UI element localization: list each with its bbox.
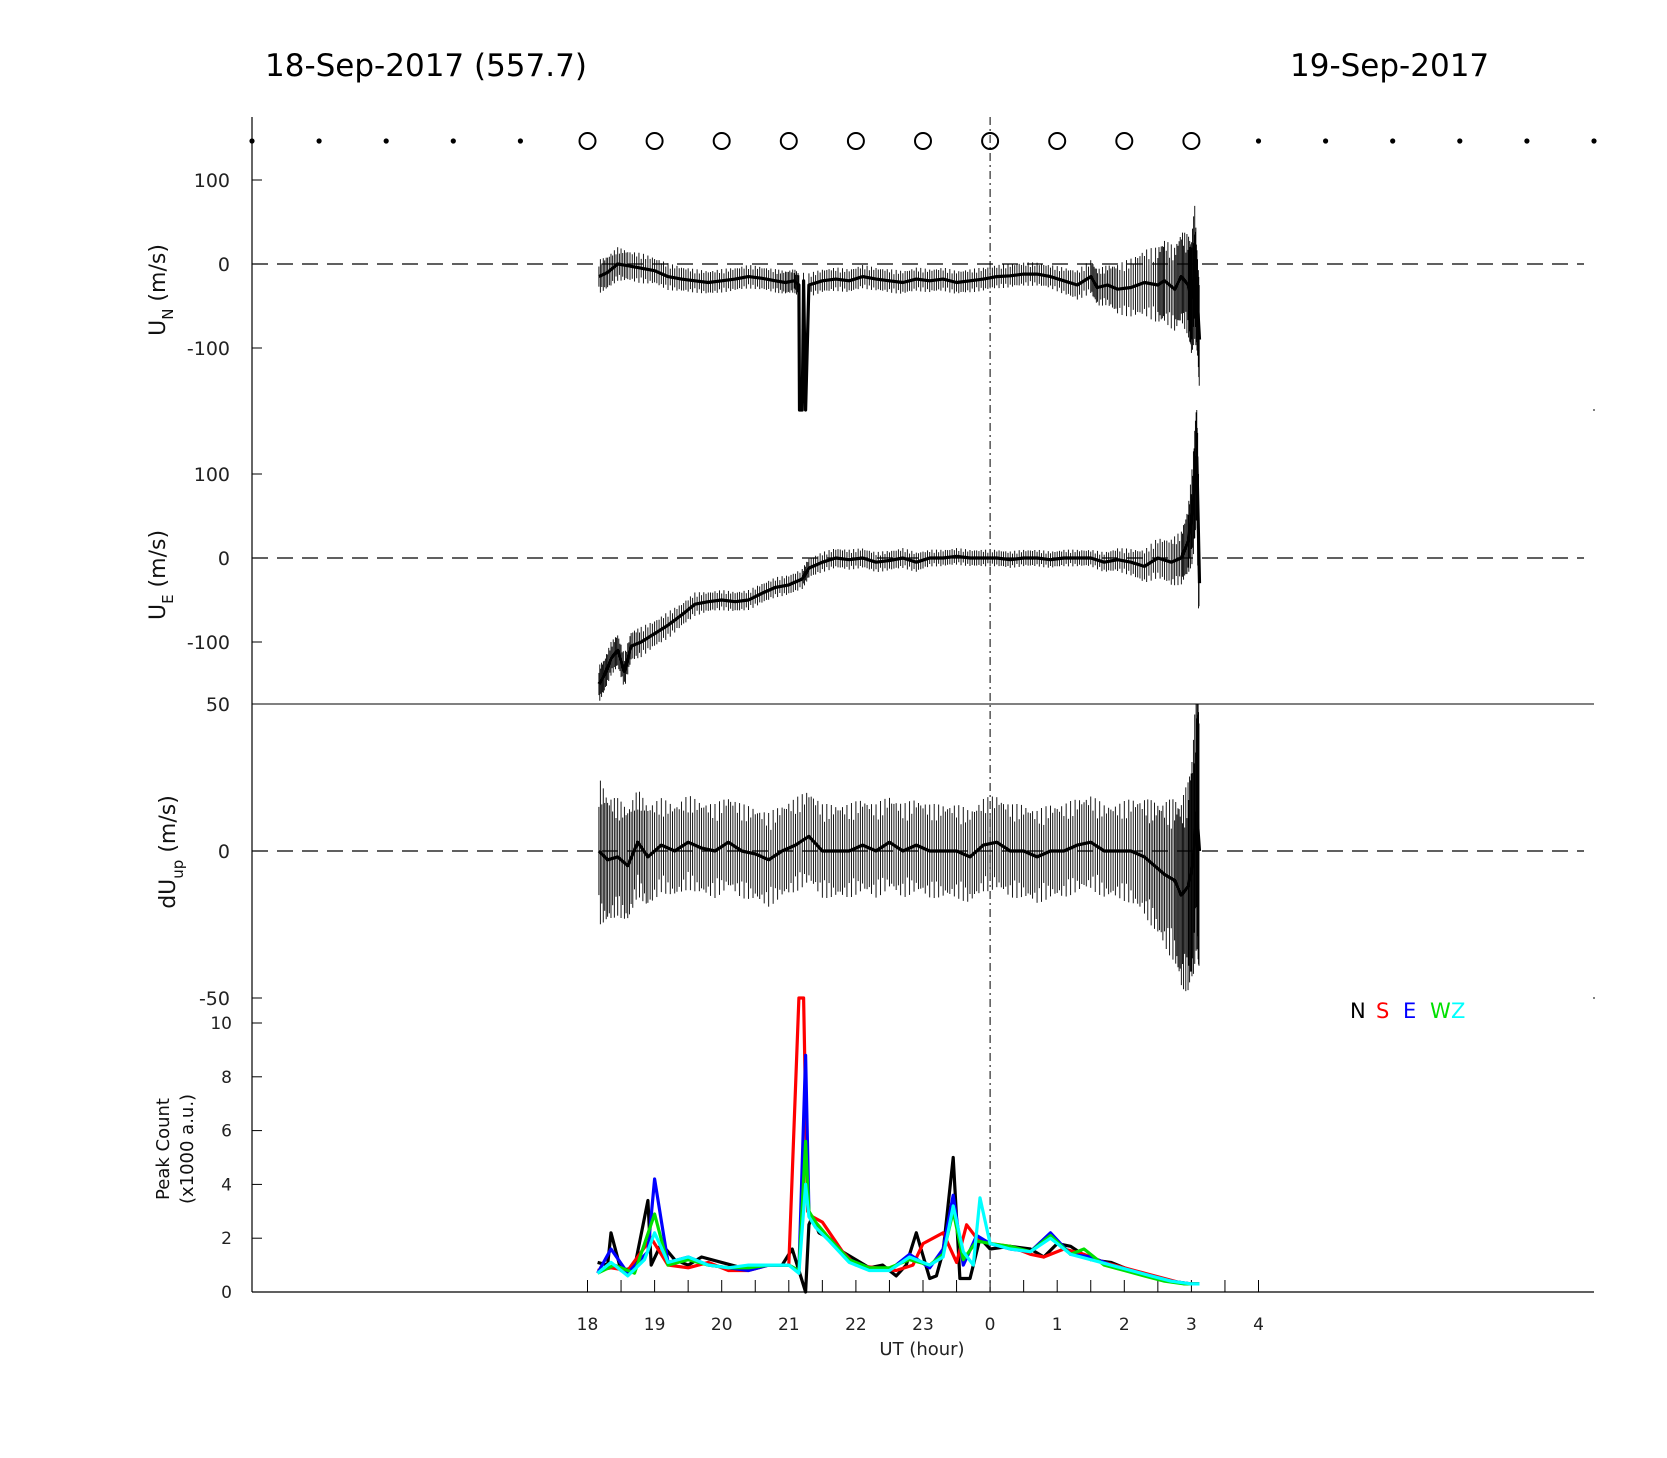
y-tick-label: 8 (221, 1068, 232, 1088)
ue-ylabel: UE (m/s) (146, 530, 177, 620)
error-bars (598, 205, 1200, 410)
observation-dot (1390, 138, 1396, 144)
right-title: 19-Sep-2017 (1290, 48, 1489, 84)
x-tick-label: 19 (644, 1315, 666, 1335)
peak-ylabel-line1: Peak Count (153, 1098, 174, 1200)
un-ylabel-unit: (m/s) (146, 244, 171, 308)
y-tick-label: 0 (218, 841, 230, 863)
dup-ylabel-main: dU (156, 879, 181, 909)
x-tick-label: 2 (1119, 1315, 1130, 1335)
y-tick-label: 6 (221, 1122, 232, 1142)
dup-ylabel-sub: up (169, 860, 187, 879)
x-tick-label: 0 (985, 1315, 996, 1335)
x-tick-label: 22 (845, 1315, 867, 1335)
observation-dot (450, 138, 456, 144)
legend-entry: W (1430, 999, 1451, 1023)
observation-circle (1048, 132, 1067, 150)
x-tick-label: 20 (711, 1315, 733, 1335)
un-ylabel-sub: N (159, 309, 177, 320)
left-title: 18-Sep-2017 (557.7) (265, 48, 587, 84)
observation-markers (249, 132, 1597, 150)
y-tick-label: -50 (199, 988, 230, 1010)
wind-series-line (598, 262, 1202, 412)
observation-circle (1182, 132, 1201, 150)
legend-entry: S (1376, 999, 1389, 1023)
observation-dot (517, 138, 524, 144)
y-tick-label: 50 (206, 694, 230, 716)
ue-ylabel-main: U (146, 604, 171, 620)
observation-dot (1255, 138, 1262, 144)
observation-circle (914, 132, 932, 150)
observation-circle (779, 132, 798, 150)
y-tick-label: -100 (187, 338, 230, 360)
y-tick-label: 2 (221, 1229, 232, 1249)
x-axis-label: UT (hour) (879, 1339, 964, 1360)
panel-ue: 100 0 -100 (187, 410, 1584, 701)
error-bars (598, 410, 1200, 701)
peak-series-S (597, 996, 1200, 1286)
x-tick-label: 3 (1186, 1315, 1197, 1335)
observation-dot (383, 138, 389, 144)
panel-dup: 50 0 -50 (199, 694, 1584, 1010)
x-tick-label: 18 (577, 1315, 599, 1335)
observation-circle (1115, 132, 1134, 150)
un-ylabel-main: U (146, 320, 171, 336)
peak-series-E (596, 1053, 1200, 1286)
observation-circle (712, 132, 731, 150)
axes-frame (251, 117, 1595, 1293)
ue-ylabel-unit: (m/s) (146, 530, 171, 594)
observation-dot (1591, 138, 1597, 144)
wind-series-line (597, 455, 1202, 685)
x-tick-label: 21 (778, 1315, 800, 1335)
y-tick-label: 0 (218, 548, 230, 570)
dup-ylabel-unit: (m/s) (156, 795, 181, 859)
observation-dot (1457, 138, 1463, 144)
y-tick-label: 4 (221, 1175, 232, 1195)
legend-entry: E (1403, 999, 1416, 1023)
y-tick-label: 0 (218, 254, 230, 276)
legend-entry: N (1350, 999, 1366, 1023)
peak-ylabel-line2: (x1000 a.u.) (177, 1094, 198, 1204)
dup-ylabel: dUup (m/s) (156, 795, 187, 909)
ue-ylabel-sub: E (159, 594, 177, 603)
peak-series-N (597, 1155, 1200, 1294)
panel-un: 100 0 -100 (187, 170, 1584, 412)
observation-circle (645, 132, 664, 150)
y-tick-label: 100 (194, 170, 230, 192)
observation-dot (316, 138, 322, 144)
y-tick-label: 0 (221, 1283, 232, 1303)
legend-entry: Z (1451, 999, 1465, 1023)
observation-dot (1323, 138, 1329, 144)
x-tick-label: 4 (1253, 1315, 1264, 1335)
x-tick-label: 1 (1052, 1315, 1063, 1335)
y-tick-label: 10 (210, 1014, 232, 1034)
y-tick-label: 100 (194, 464, 230, 486)
y-tick-label: -100 (187, 632, 230, 654)
peak-series-Z (596, 1182, 1200, 1286)
observation-circle (846, 132, 865, 150)
un-ylabel: UN (m/s) (146, 244, 177, 336)
wind-series-line (597, 811, 1202, 897)
x-tick-label: 23 (912, 1315, 934, 1335)
observation-dot (1524, 138, 1530, 144)
observation-circle (578, 132, 597, 150)
